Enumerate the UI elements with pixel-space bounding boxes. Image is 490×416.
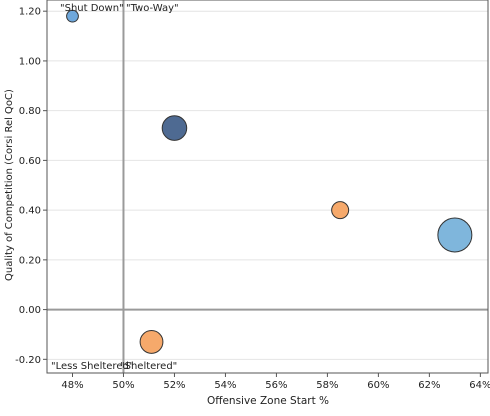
x-tick-label: 50%: [112, 380, 134, 391]
y-tick-label: -0.20: [15, 355, 41, 366]
x-tick-label: 58%: [316, 380, 338, 391]
reference-lines: [47, 0, 488, 373]
y-tick-label: 1.20: [19, 7, 41, 18]
quadrant-label-two-way: "Two-Way": [126, 3, 179, 14]
quadrant-labels: "Shut Down" "Two-Way" "Less Sheltered" "…: [51, 3, 179, 372]
y-tick-label: 0.80: [19, 106, 41, 117]
x-tick-label: 52%: [163, 380, 185, 391]
x-tick-label: 64%: [469, 380, 490, 391]
data-point: [161, 115, 188, 141]
y-tick-label: 1.00: [19, 56, 41, 67]
y-tick-label: 0.00: [19, 305, 41, 316]
x-tick-label: 54%: [214, 380, 236, 391]
x-tick-label: 60%: [367, 380, 389, 391]
y-tick-label: 0.20: [19, 255, 41, 266]
x-tick-label: 48%: [61, 380, 83, 391]
data-point: [139, 330, 164, 354]
data-point: [66, 9, 79, 23]
y-axis-title: Quality of Competition (Corsi Rel QoC): [4, 89, 15, 281]
plot-frame: [46, 0, 489, 374]
data-point: [331, 201, 350, 220]
quadrant-label-less-sheltered: "Less Sheltered": [51, 361, 133, 372]
grid-layer: [47, 10, 488, 360]
quadrant-label-shut-down: "Shut Down": [60, 3, 124, 14]
y-tick-label: 0.40: [19, 206, 41, 217]
x-axis-ticks: 48% 50% 52% 54% 56% 58% 60% 62% 64%: [61, 373, 490, 391]
y-axis-ticks: -0.20 0.00 0.20 0.40 0.60 0.80 1.00 1.20: [15, 7, 47, 366]
data-point: [437, 217, 473, 253]
x-axis-title: Offensive Zone Start %: [207, 395, 329, 407]
quadrant-label-sheltered: "Sheltered": [120, 361, 177, 372]
x-tick-label: 56%: [265, 380, 287, 391]
y-tick-label: 0.60: [19, 156, 41, 167]
x-tick-label: 62%: [418, 380, 440, 391]
data-points: [66, 9, 473, 354]
